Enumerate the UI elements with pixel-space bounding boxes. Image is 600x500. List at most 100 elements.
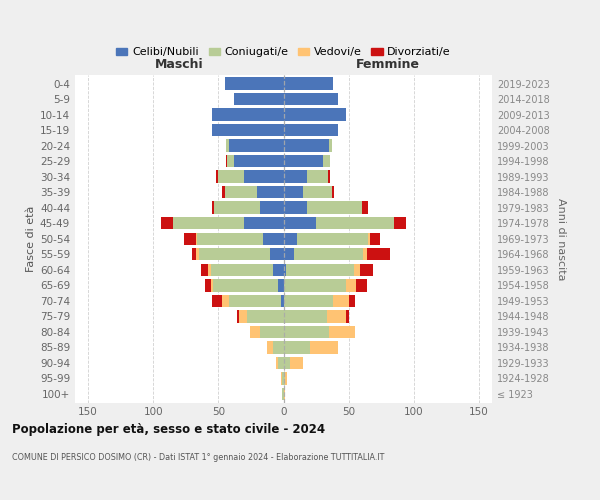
Bar	[284, 388, 285, 400]
Bar	[307, 170, 328, 183]
Bar	[362, 202, 368, 214]
Bar	[211, 264, 273, 276]
Bar	[226, 155, 227, 168]
Bar	[234, 93, 284, 106]
Bar	[296, 232, 368, 245]
Bar	[244, 217, 284, 230]
Bar	[212, 124, 284, 136]
Text: Maschi: Maschi	[155, 58, 203, 71]
Bar	[394, 217, 406, 230]
Bar	[196, 248, 199, 260]
Bar	[229, 294, 281, 307]
Bar	[212, 294, 222, 307]
Bar	[275, 356, 278, 369]
Bar	[284, 372, 285, 384]
Bar	[281, 294, 284, 307]
Bar	[266, 341, 273, 353]
Bar	[363, 248, 367, 260]
Bar	[286, 264, 354, 276]
Bar	[278, 279, 284, 291]
Bar	[273, 341, 284, 353]
Bar	[161, 217, 173, 230]
Bar	[284, 140, 329, 152]
Bar	[284, 294, 333, 307]
Bar	[218, 170, 244, 183]
Bar	[284, 108, 346, 121]
Bar	[329, 140, 332, 152]
Bar	[354, 264, 361, 276]
Bar	[285, 372, 287, 384]
Bar	[284, 264, 286, 276]
Bar	[284, 232, 296, 245]
Bar	[303, 186, 332, 198]
Bar	[205, 279, 211, 291]
Bar	[346, 279, 356, 291]
Bar	[260, 326, 284, 338]
Bar	[284, 78, 333, 90]
Bar	[263, 232, 284, 245]
Bar	[234, 155, 284, 168]
Bar	[307, 202, 362, 214]
Bar	[250, 326, 260, 338]
Bar	[284, 170, 307, 183]
Bar	[316, 217, 394, 230]
Bar	[367, 248, 391, 260]
Bar	[346, 310, 349, 322]
Bar	[284, 279, 346, 291]
Bar	[333, 294, 349, 307]
Bar	[349, 294, 355, 307]
Bar	[284, 93, 338, 106]
Bar	[196, 232, 197, 245]
Bar	[284, 155, 323, 168]
Bar	[225, 78, 284, 90]
Bar	[260, 202, 284, 214]
Bar	[310, 341, 338, 353]
Bar	[229, 140, 284, 152]
Bar	[328, 170, 331, 183]
Bar	[290, 356, 303, 369]
Bar	[271, 248, 284, 260]
Bar	[257, 186, 284, 198]
Bar	[332, 186, 334, 198]
Text: COMUNE DI PERSICO DOSIMO (CR) - Dati ISTAT 1° gennaio 2024 - Elaborazione TUTTIT: COMUNE DI PERSICO DOSIMO (CR) - Dati IST…	[12, 452, 385, 462]
Bar	[227, 155, 234, 168]
Bar	[370, 232, 380, 245]
Bar	[213, 279, 278, 291]
Bar	[197, 232, 263, 245]
Bar	[216, 170, 218, 183]
Text: Femmine: Femmine	[356, 58, 420, 71]
Bar	[282, 372, 284, 384]
Bar	[294, 248, 363, 260]
Bar	[284, 202, 307, 214]
Bar	[323, 155, 331, 168]
Bar	[284, 217, 316, 230]
Bar	[284, 186, 303, 198]
Bar	[284, 248, 294, 260]
Bar	[212, 108, 284, 121]
Bar	[247, 310, 284, 322]
Y-axis label: Fasce di età: Fasce di età	[26, 206, 36, 272]
Bar	[222, 186, 225, 198]
Legend: Celibi/Nubili, Coniugati/e, Vedovi/e, Divorziati/e: Celibi/Nubili, Coniugati/e, Vedovi/e, Di…	[112, 43, 455, 62]
Bar	[284, 341, 310, 353]
Bar	[278, 356, 284, 369]
Bar	[208, 264, 211, 276]
Bar	[284, 356, 290, 369]
Bar	[184, 232, 196, 245]
Bar	[202, 264, 208, 276]
Bar	[281, 372, 282, 384]
Bar	[356, 279, 367, 291]
Bar	[329, 326, 355, 338]
Bar	[368, 232, 370, 245]
Bar	[282, 388, 284, 400]
Y-axis label: Anni di nascita: Anni di nascita	[556, 198, 566, 280]
Bar	[211, 279, 213, 291]
Bar	[225, 186, 257, 198]
Bar	[199, 248, 271, 260]
Text: Popolazione per età, sesso e stato civile - 2024: Popolazione per età, sesso e stato civil…	[12, 422, 325, 436]
Bar	[273, 264, 284, 276]
Bar	[226, 140, 229, 152]
Bar	[284, 124, 338, 136]
Bar	[236, 310, 239, 322]
Bar	[284, 326, 329, 338]
